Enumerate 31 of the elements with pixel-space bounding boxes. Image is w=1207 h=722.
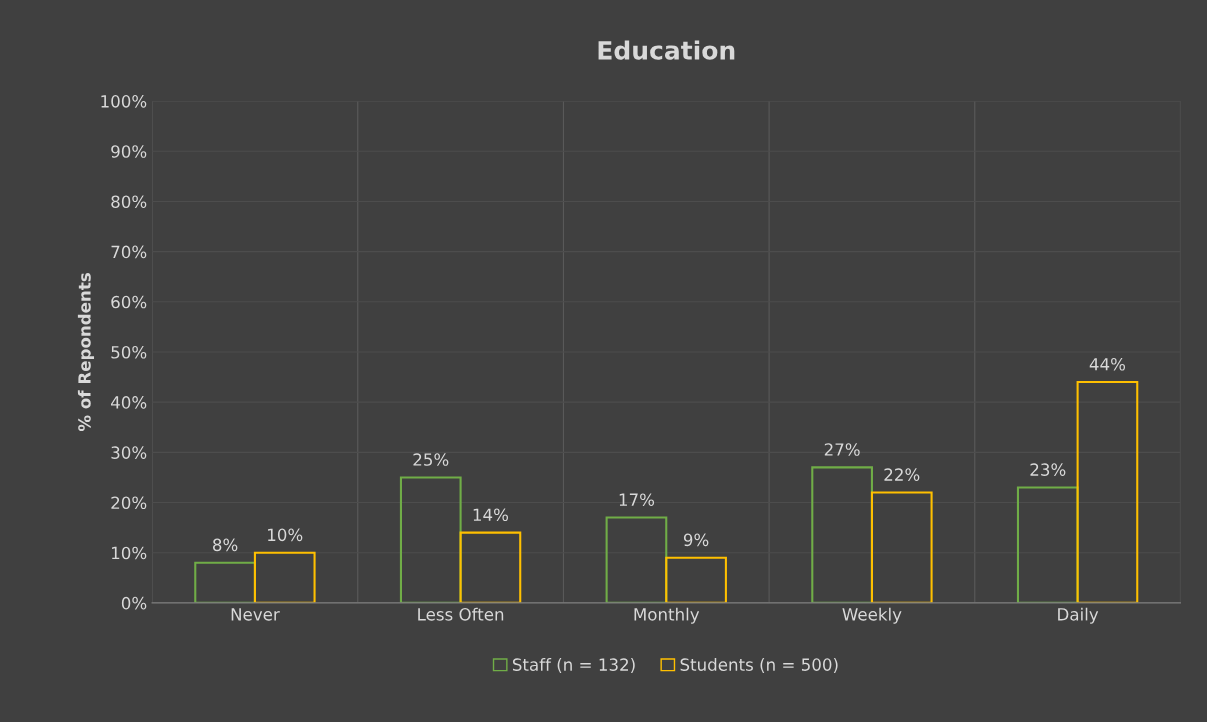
y-tick-label: 50% (111, 345, 147, 359)
data-label: 8% (213, 538, 238, 552)
data-label: 27% (824, 443, 860, 456)
data-label: 44% (1089, 357, 1126, 371)
legend-label: Students (n = 500) (680, 658, 838, 673)
x-tick-label: Daily (1058, 607, 1099, 624)
data-label: 14% (473, 508, 509, 522)
y-tick-label: 0% (121, 596, 147, 610)
x-tick-label: Monthly (634, 607, 700, 624)
data-label: 23% (1030, 463, 1066, 476)
bar (1076, 381, 1139, 603)
y-tick-label: 80% (111, 195, 147, 209)
y-tick-label: 10% (112, 546, 147, 560)
x-tick-label: Never (231, 608, 280, 621)
data-label: 22% (884, 468, 920, 481)
legend-label: Staff (n = 132) (512, 658, 635, 673)
data-label: 9% (683, 533, 709, 547)
y-tick-label: 60% (111, 295, 147, 309)
y-tick-label: 40% (110, 396, 147, 409)
chart-title: Education (598, 40, 735, 60)
x-tick-label: Less Often (418, 607, 504, 621)
y-tick-label: 90% (111, 145, 147, 158)
y-tick-label: 30% (111, 446, 147, 459)
y-tick-label: 70% (111, 245, 147, 259)
x-tick-label: Weekly (842, 607, 902, 624)
y-tick-label: 20% (111, 496, 147, 510)
data-label: 25% (413, 453, 449, 466)
data-label: 10% (268, 528, 303, 542)
y-tick-label: 100% (101, 95, 147, 108)
data-label: 17% (619, 493, 655, 506)
y-axis-title: % of Repondents (77, 273, 95, 432)
